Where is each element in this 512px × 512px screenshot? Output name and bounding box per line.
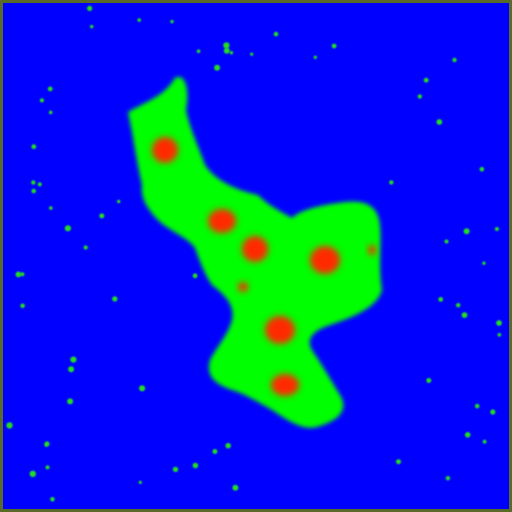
background-dot [68, 366, 75, 373]
background-dot [170, 19, 174, 24]
background-dot [490, 409, 496, 415]
background-dot [99, 213, 105, 219]
background-dot [223, 42, 230, 49]
background-dot [20, 303, 25, 309]
background-dot [463, 228, 470, 235]
background-dot [497, 333, 502, 337]
background-dot [70, 356, 77, 363]
background-dot [31, 180, 36, 185]
background-dot [48, 110, 53, 115]
background-dot [37, 182, 42, 187]
background-dot [331, 43, 337, 49]
background-dot [444, 239, 449, 244]
nucleus [152, 137, 178, 163]
background-dot [223, 47, 230, 54]
background-dot [464, 432, 471, 438]
background-dot [31, 144, 37, 150]
background-dot [31, 188, 36, 194]
background-dot [273, 31, 279, 37]
background-dot [192, 462, 199, 469]
background-dot [417, 94, 422, 99]
background-dot [47, 86, 53, 92]
background-dot [139, 385, 146, 392]
background-dot [44, 443, 48, 447]
background-dot [436, 119, 443, 125]
background-dot [426, 378, 432, 383]
background-dot [494, 227, 499, 231]
background-dot [137, 18, 141, 22]
red-nuclei [152, 137, 376, 396]
background-dot [479, 166, 485, 172]
background-dot [6, 422, 13, 429]
background-dot [172, 466, 179, 473]
background-dot [112, 296, 118, 302]
background-dot [452, 57, 457, 63]
background-dot [456, 303, 461, 308]
background-dot [117, 199, 121, 204]
background-dot [496, 320, 502, 326]
background-dot [445, 476, 451, 481]
background-dot [461, 312, 468, 318]
nucleus [208, 209, 236, 233]
background-dot [214, 64, 221, 71]
background-dot [389, 180, 394, 185]
background-dot [67, 398, 74, 405]
background-dot [482, 261, 486, 265]
background-dots [6, 5, 502, 502]
background-dot [50, 497, 55, 502]
background-dot [474, 403, 480, 409]
nucleus [242, 236, 268, 262]
background-dot [49, 206, 53, 210]
background-dot [20, 272, 25, 277]
background-dot [45, 465, 50, 470]
background-dot [192, 273, 198, 279]
background-dot [225, 442, 231, 449]
background-dot [87, 5, 93, 11]
background-dot [212, 449, 218, 454]
nucleus [238, 282, 248, 292]
background-dot [229, 51, 234, 55]
background-dot [232, 484, 239, 491]
nucleus [368, 245, 376, 255]
background-dot [138, 480, 142, 484]
background-dot [15, 271, 22, 278]
nucleus [265, 316, 295, 344]
background-dot [39, 98, 45, 103]
background-dot [482, 439, 487, 444]
nucleus [271, 374, 299, 396]
background-dot [423, 77, 429, 83]
background-dot [196, 49, 201, 53]
background-dot [396, 459, 401, 465]
nucleus [310, 246, 340, 274]
background-dot [90, 24, 94, 29]
background-dot [250, 52, 254, 56]
background-dot [64, 225, 71, 232]
background-dot [438, 297, 444, 302]
background-dot [29, 470, 36, 477]
background-dot [83, 245, 88, 250]
background-dot [313, 55, 317, 59]
